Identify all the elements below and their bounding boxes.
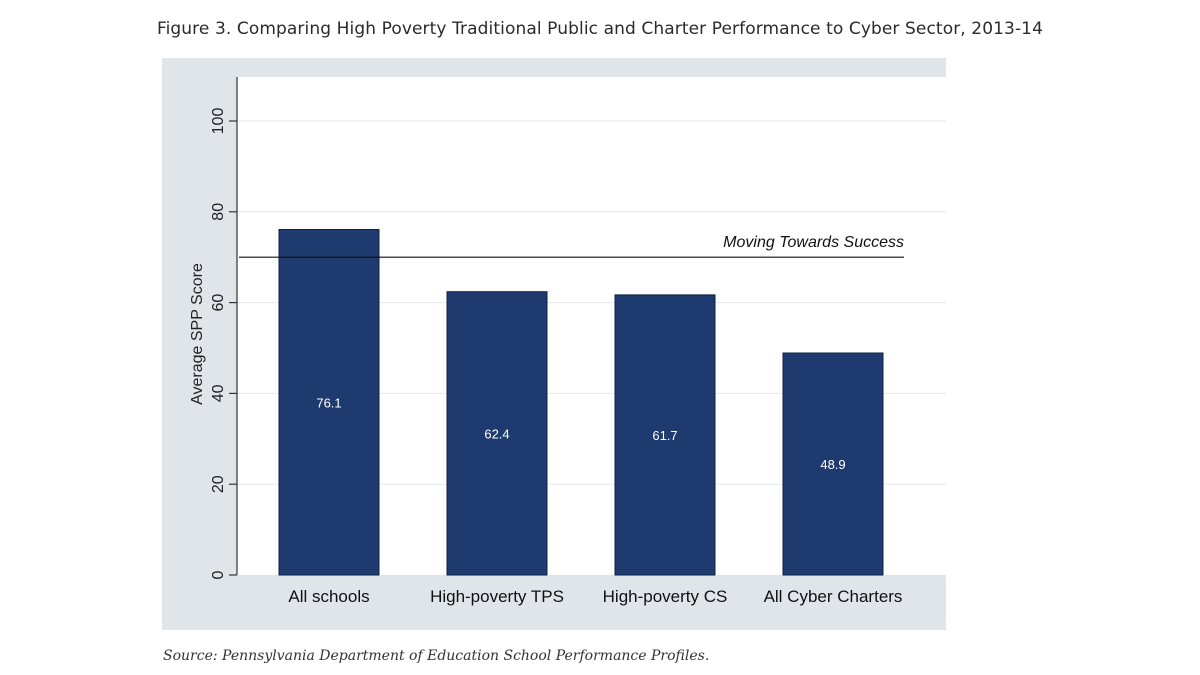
figure-source: Source: Pennsylvania Department of Educa…	[163, 648, 710, 664]
y-axis-title: Average SPP Score	[189, 263, 206, 405]
bar-chart: 76.162.4 61.748.9 Moving Towards Success …	[189, 77, 946, 606]
bar-value-label: 76.1	[316, 395, 341, 410]
y-tick-label: 80	[210, 203, 227, 221]
y-axis: 0 20 40 60 80 100 Average SPP Score	[189, 77, 238, 579]
bars: 76.1 62.4 61.7 48.9	[278, 229, 884, 576]
figure-title: Figure 3. Comparing High Poverty Traditi…	[156, 19, 1044, 39]
y-tick-label: 100	[210, 108, 227, 135]
reference-line-group: Moving Towards Success	[239, 234, 904, 258]
reference-line-label: Moving Towards Success	[723, 234, 904, 251]
y-tick-label: 0	[210, 570, 227, 579]
bar	[278, 229, 380, 576]
bar-value-label: 62.4	[484, 426, 509, 441]
chart-panel: 76.1 62.4 61.7 48.9 Moving Towards Success …	[162, 58, 946, 630]
bar	[614, 294, 716, 576]
bar-value-label: 48.9	[820, 457, 845, 472]
y-tick-label: 20	[210, 475, 227, 493]
x-axis-labels: All schools High-poverty TPS High-poverty …	[288, 587, 902, 606]
x-tick-label: High-poverty CS	[603, 587, 728, 606]
bar	[782, 352, 884, 576]
x-tick-label: All Cyber Charters	[764, 587, 903, 606]
y-tick-label: 60	[210, 294, 227, 312]
x-tick-label: All schools	[288, 587, 369, 606]
bar-value-label: 61.7	[652, 428, 677, 443]
x-tick-label: High-poverty TPS	[430, 587, 564, 606]
bar	[446, 291, 548, 576]
y-tick-label: 40	[210, 384, 227, 402]
